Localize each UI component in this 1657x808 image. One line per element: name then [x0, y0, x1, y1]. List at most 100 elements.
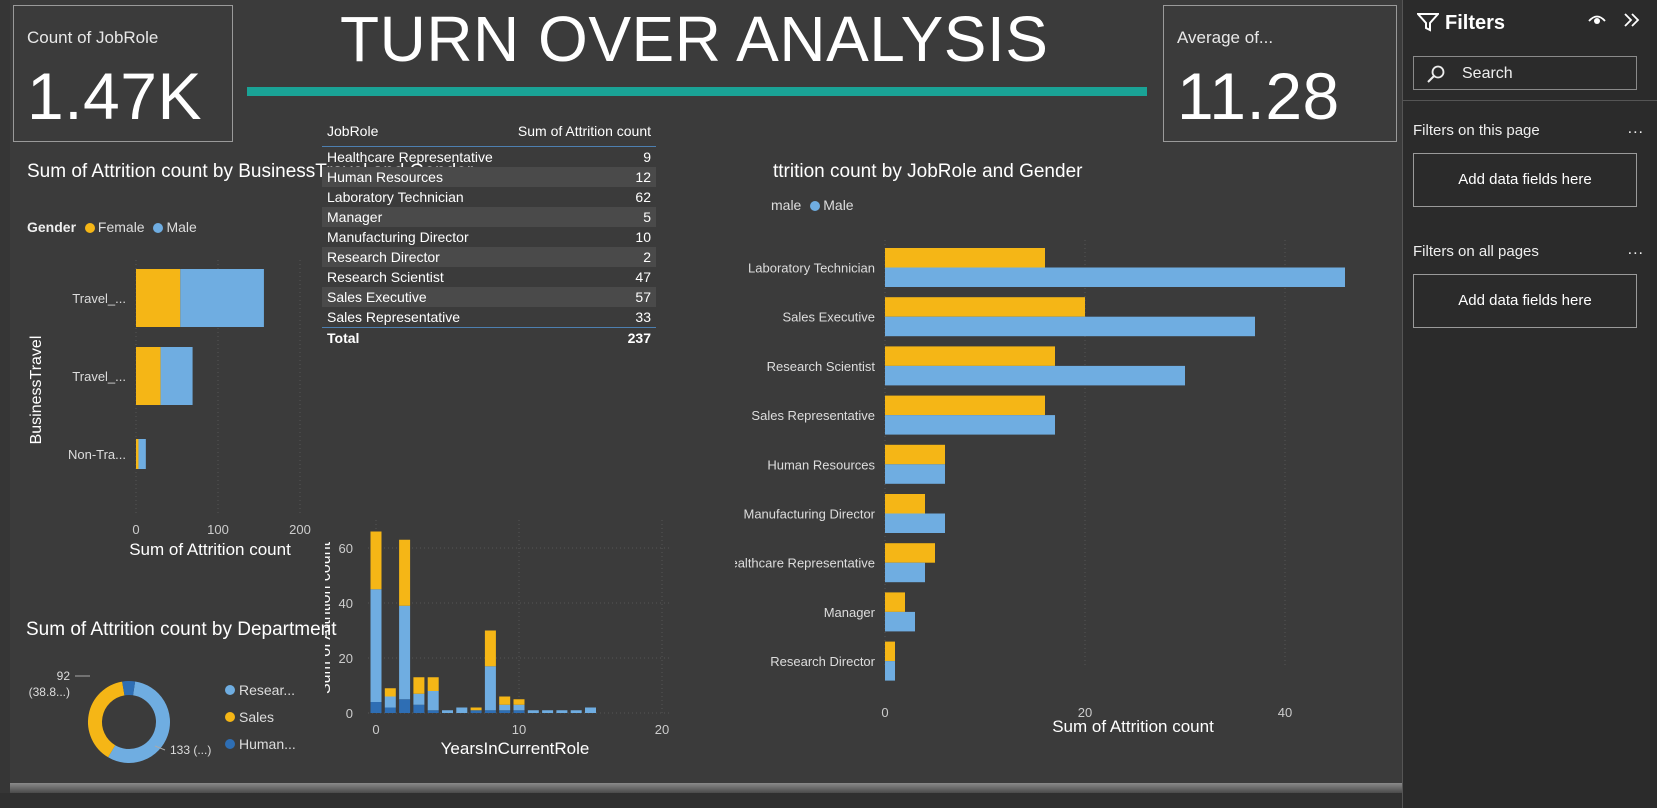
bar-male-1 [885, 316, 1255, 337]
travel-chart[interactable]: 0 100 200 Travel_... Travel_... Non-Tra... Sum… [20, 255, 320, 595]
bar-human-7 [470, 710, 482, 713]
page-footer [0, 793, 1402, 808]
table-cell: Healthcare Representative [327, 149, 493, 165]
table-cell: 9 [643, 149, 651, 165]
bar-male-6 [456, 707, 468, 713]
table-row[interactable]: Human Resources 12 [322, 167, 656, 187]
table-cell: 47 [635, 269, 651, 285]
donut-slice-0 [108, 681, 170, 763]
bar-male-4 [427, 691, 439, 711]
table-cell: 5 [506, 207, 656, 227]
filters-page-label: Filters on this page [1413, 122, 1540, 139]
bar-female-4 [885, 444, 945, 465]
collapse-pane-icon[interactable] [1623, 12, 1641, 33]
more-options-icon[interactable]: ... [1627, 120, 1644, 137]
category-label: Sales Executive [783, 310, 876, 325]
bar-male-0 [885, 267, 1345, 287]
category-label: Research Scientist [767, 359, 876, 374]
dept-chart-title: Sum of Attrition count by Department [26, 619, 337, 640]
table-row[interactable]: Sales Executive 57 [322, 287, 656, 307]
y-axis-title: BusinessTravel [28, 336, 45, 445]
bar-male-13 [556, 710, 568, 713]
y-tick-label: 40 [339, 596, 353, 611]
bar-female-0 [370, 531, 382, 590]
bar-female-9 [499, 696, 511, 705]
page-scrollbar[interactable] [10, 783, 1402, 793]
category-label: Manager [824, 605, 876, 620]
kpi-value: 11.28 [1177, 59, 1340, 133]
x-axis-title: Sum of Attrition count [129, 540, 291, 559]
bar-human-9 [499, 710, 511, 713]
label-clip-mask [700, 240, 735, 680]
all-pages-filter-dropzone[interactable]: Add data fields here [1413, 274, 1637, 328]
dept-chart[interactable]: 92(38.8...)133 (...)DepartmentResear...S… [20, 670, 330, 785]
table-header[interactable]: Sum of Attrition count [506, 120, 656, 147]
bar-male-12 [542, 710, 554, 713]
years-chart[interactable]: 0 20 40 60 0 10 20 YearsInCurrentRole Sum of Att… [325, 520, 695, 782]
pane-divider [1403, 100, 1657, 101]
table-cell: 12 [506, 167, 656, 187]
table-row[interactable]: Laboratory Technician 62 [322, 187, 656, 207]
role-chart[interactable]: 0 20 40 Laboratory Technician Sales Executiv… [700, 240, 1380, 745]
bar-female-1 [384, 688, 396, 697]
bar-male-2 [399, 605, 411, 700]
bar-male-15 [585, 707, 596, 713]
x-tick-label: 0 [372, 722, 379, 737]
category-label: Manufacturing Director [744, 507, 876, 522]
bar-female-0 [885, 248, 1045, 268]
bar-female-1 [136, 347, 161, 405]
leader-line [154, 745, 166, 751]
bar-male-5 [885, 513, 945, 533]
role-chart-legend: male Male [771, 197, 854, 213]
title-underline [247, 87, 1147, 96]
table-row[interactable]: Manager 5 [322, 207, 656, 227]
table-cell: Research Director [322, 247, 507, 267]
y-axis-title: Sum of Attrition count [325, 541, 334, 694]
bar-female-4 [427, 677, 439, 691]
table-cell: Total [322, 327, 507, 348]
category-label: Non-Tra... [68, 447, 126, 462]
eye-icon[interactable] [1588, 12, 1606, 33]
legend-item: Male [823, 197, 854, 213]
filter-search-input[interactable]: Search [1413, 56, 1637, 90]
legend-item: Resear... [239, 682, 295, 698]
y-tick-label: 20 [339, 651, 353, 666]
bar-female-1 [885, 297, 1085, 317]
filters-title: Filters [1445, 12, 1506, 34]
slice-label: 92 [57, 670, 71, 683]
table-total-row: Total 237 [322, 327, 656, 348]
table-cell: Sales Executive [322, 287, 507, 307]
table-cell: Human Resources [322, 167, 507, 187]
bar-female-10 [513, 699, 525, 705]
legend-marker [225, 685, 235, 695]
category-label: Sales Representative [751, 408, 875, 423]
kpi-count-jobrole-card[interactable]: Count of JobRole 1.47K [13, 5, 233, 142]
table-header[interactable]: JobRole [322, 120, 507, 147]
role-chart-title: ttrition count by JobRole and Gender [773, 161, 1083, 182]
slice-label: 133 (...) [170, 743, 211, 757]
bar-female-3 [413, 677, 425, 694]
search-icon [1427, 65, 1445, 83]
table-cell: 2 [506, 247, 656, 267]
travel-chart-legend: Gender Female Male [27, 219, 197, 235]
filters-pane: Filters Search Filters on this page ... … [1402, 0, 1657, 808]
table-row[interactable]: Healthcare Representative 9 [322, 147, 656, 168]
bar-female-0 [136, 269, 181, 327]
x-tick-label: 40 [1278, 705, 1292, 720]
kpi-average-card[interactable]: Average of... 11.28 [1163, 5, 1397, 142]
page-filter-dropzone[interactable]: Add data fields here [1413, 153, 1637, 207]
jobrole-table: JobRole Sum of Attrition count Healthcar… [322, 120, 656, 348]
table-row[interactable]: Manufacturing Director 10 [322, 227, 656, 247]
table-row[interactable]: Sales Representative 33 [322, 307, 656, 328]
table-row[interactable]: Research Scientist 47 [322, 267, 656, 287]
table-cell: 57 [506, 287, 656, 307]
bar-male-7 [885, 611, 915, 632]
bar-male-2 [138, 439, 146, 469]
category-label: Human Resources [767, 457, 875, 472]
bar-human-3 [413, 704, 425, 713]
more-options-icon[interactable]: ... [1627, 241, 1644, 258]
y-tick-label: 60 [339, 541, 353, 556]
bar-human-4 [427, 710, 439, 713]
table-row[interactable]: Research Director 2 [322, 247, 656, 267]
bar-female-8 [484, 630, 496, 667]
